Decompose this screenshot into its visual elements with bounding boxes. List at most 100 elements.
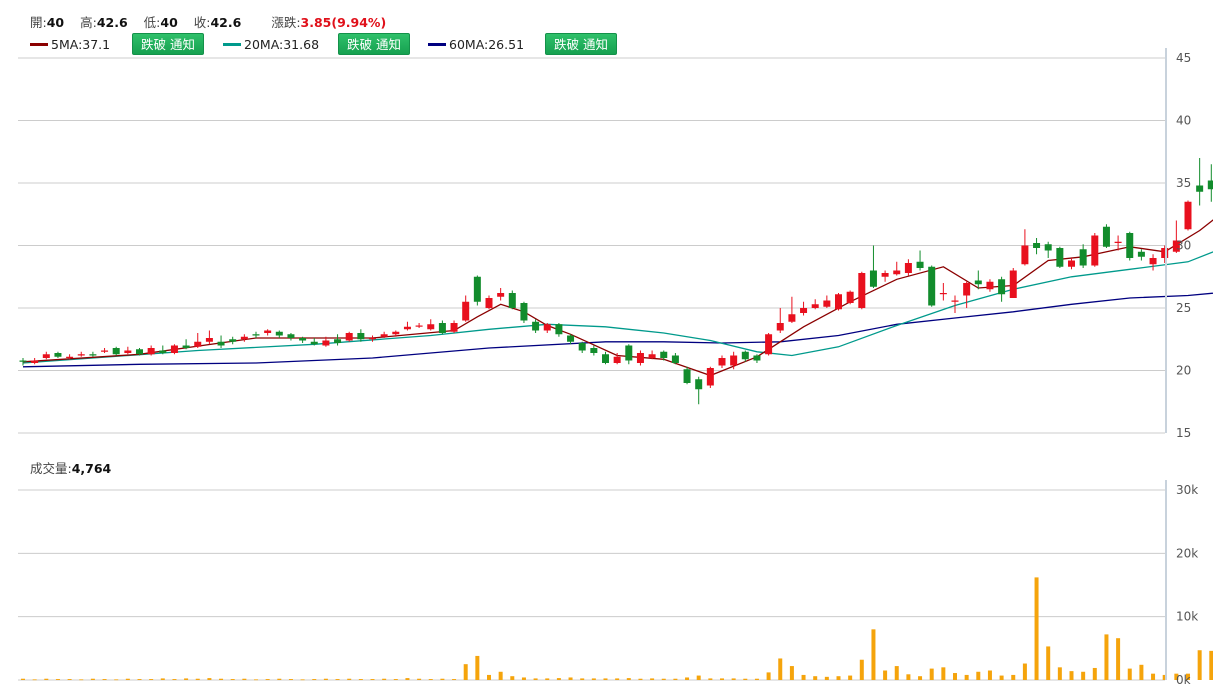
candle-body (380, 334, 388, 337)
volume-bar (964, 674, 969, 680)
volume-title: 成交量:4,764 (30, 458, 111, 477)
candle-body (205, 338, 213, 342)
candle-body (369, 338, 376, 340)
volume-bar (265, 679, 270, 680)
candle-body (578, 343, 586, 351)
candle-body (858, 273, 866, 308)
candle-body (427, 324, 435, 330)
volume-bar (1151, 673, 1156, 680)
candle (66, 354, 74, 360)
candle-body (1033, 243, 1041, 248)
volume-bar (230, 679, 235, 680)
candle-body (147, 348, 155, 355)
candle (520, 301, 528, 323)
candle (788, 296, 796, 323)
volume-grid (18, 489, 1165, 681)
ma60-alert-button[interactable]: 跌破 通知 (545, 33, 617, 55)
candle (939, 283, 947, 301)
candle (508, 290, 516, 310)
volume-bar (871, 629, 876, 680)
volume-bar (487, 674, 491, 680)
volume-bar (533, 678, 538, 680)
volume-bar (428, 679, 433, 680)
volume-bar (440, 678, 445, 680)
candle (963, 281, 971, 308)
price-tick-label: 15 (1176, 426, 1191, 440)
open-value: 40 (46, 15, 65, 30)
ma5-legend: 5MA:37.1 (30, 33, 110, 55)
candle-body (299, 338, 307, 341)
candle (986, 279, 994, 292)
volume-bar (1209, 650, 1213, 680)
candle-body (497, 293, 505, 297)
candle (613, 353, 621, 365)
volume-label: 成交量: (30, 461, 72, 476)
candle (42, 351, 50, 360)
candle (660, 350, 668, 361)
candle (136, 348, 143, 356)
candle-body (881, 273, 889, 277)
candle-body (1172, 240, 1180, 252)
candle (287, 333, 295, 341)
volume-bar (242, 678, 247, 680)
candle-body (450, 323, 458, 332)
candle (636, 350, 644, 366)
candle-body (636, 353, 644, 363)
ma20-alert-button[interactable]: 跌破 通知 (338, 33, 410, 55)
volume-bar (358, 679, 363, 680)
volume-bar (708, 678, 713, 680)
candle (1079, 244, 1087, 268)
candle (369, 335, 376, 342)
low-value: 40 (160, 15, 178, 30)
candle-body (974, 280, 982, 285)
candle-body (322, 340, 330, 346)
volume-bar (976, 671, 981, 680)
volume-bar (1139, 664, 1144, 680)
volume-bar (125, 678, 130, 680)
ma-legend: 5MA:37.1 跌破 通知 20MA:31.68 跌破 通知 60MA:26.… (30, 33, 730, 55)
volume-bar (789, 666, 794, 680)
candle-body (1021, 245, 1029, 265)
volume-bar (452, 679, 457, 680)
candle (765, 333, 773, 356)
candle (1068, 258, 1075, 270)
volume-bar (1104, 634, 1109, 680)
ma5-alert-button[interactable]: 跌破 通知 (132, 33, 204, 55)
candle-body (89, 354, 97, 356)
candle-body (939, 293, 947, 295)
candle (1056, 246, 1064, 268)
candle-body (182, 345, 190, 348)
volume-bar (172, 679, 177, 680)
volume-bars (21, 577, 1213, 681)
volume-bar (661, 678, 666, 680)
volume-bar (1011, 674, 1016, 680)
candle-body (42, 354, 50, 358)
volume-bar (824, 676, 829, 680)
candle-body (1068, 260, 1075, 267)
candle-body (683, 369, 691, 383)
candle-body (485, 298, 493, 308)
candle-body (846, 291, 854, 303)
candle (54, 351, 62, 358)
candle (182, 339, 190, 350)
ma20-swatch (223, 42, 241, 46)
candle-body (403, 326, 411, 330)
candle (730, 351, 738, 370)
candle-body (1196, 185, 1204, 192)
candle (31, 358, 39, 365)
volume-bar (498, 671, 503, 680)
volume-bar (766, 672, 771, 680)
volume-bar (720, 678, 724, 680)
candle-body (590, 348, 598, 353)
candle (252, 331, 260, 338)
candle (392, 330, 400, 337)
candle-body (462, 301, 470, 321)
volume-bar (90, 678, 95, 680)
volume-bar (918, 676, 923, 680)
ma5-swatch (30, 42, 48, 46)
candle (904, 259, 912, 276)
candle (695, 376, 703, 405)
candle-body (695, 379, 703, 390)
volume-bar (1034, 577, 1039, 680)
volume-bar (859, 659, 864, 680)
